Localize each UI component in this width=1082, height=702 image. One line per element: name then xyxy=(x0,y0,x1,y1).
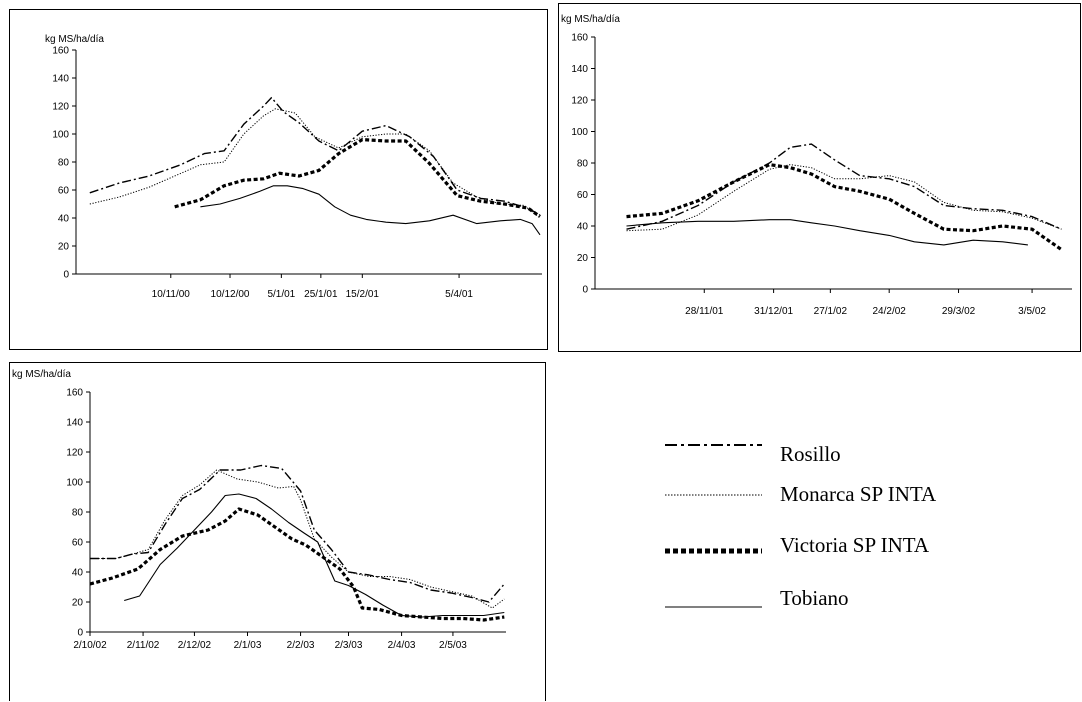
y-tick-label: 160 xyxy=(66,388,83,399)
legend-swatch-victoria xyxy=(665,548,762,554)
series-line-monarca-sp-inta xyxy=(626,164,1062,232)
legend-swatch-tobiano xyxy=(665,606,762,608)
series-line-victoria-sp-inta xyxy=(174,138,541,218)
series-line-rosillo xyxy=(626,143,1062,230)
x-tick-label: 2/12/02 xyxy=(178,640,212,651)
chart-panel-2002-2003: kg MS/ha/día 0 20 40 60 80 100 120 140 160 2/10/02… xyxy=(9,362,546,701)
legend-swatch-monarca xyxy=(665,494,762,496)
x-tick-label: 5/4/01 xyxy=(445,289,473,300)
y-tick-label: 120 xyxy=(52,102,69,113)
y-axis-unit-label: kg MS/ha/día xyxy=(12,369,71,380)
y-tick-label: 120 xyxy=(571,96,588,107)
chart-panel-2001-2002: kg MS/ha/día 0 20 40 60 80 100 120 140 160 28/11/0… xyxy=(558,3,1081,352)
chart-panel-2000-2001: kg MS/ha/día 0 20 40 60 80 100 120 140 160 10/11/0… xyxy=(9,9,548,350)
x-tick-label: 25/1/01 xyxy=(304,289,338,300)
x-tick-label: 15/2/01 xyxy=(346,289,380,300)
y-tick-label: 80 xyxy=(72,508,84,519)
chart-2002-2003: kg MS/ha/día 0 20 40 60 80 100 120 140 160 2/10/02… xyxy=(12,369,506,651)
y-tick-label: 80 xyxy=(58,158,70,169)
series-line-tobiano xyxy=(626,219,1028,246)
y-tick-label: 20 xyxy=(577,253,589,264)
x-tick-label: 2/5/03 xyxy=(439,640,467,651)
y-tick-label: 100 xyxy=(66,478,83,489)
series-line-monarca-sp-inta xyxy=(90,469,505,609)
y-tick-label: 60 xyxy=(577,190,589,201)
y-tick-label: 100 xyxy=(52,130,69,141)
x-tick-label: 24/2/02 xyxy=(872,306,906,317)
x-tick-label: 3/5/02 xyxy=(1018,306,1046,317)
legend-swatch-rosillo xyxy=(665,444,762,446)
x-tick-label: 10/12/00 xyxy=(211,289,250,300)
y-tick-label: 120 xyxy=(66,448,83,459)
legend-label-monarca: Monarca SP INTA xyxy=(780,482,937,506)
legend-item-victoria: Victoria SP INTA xyxy=(600,525,1070,565)
x-tick-label: 28/11/01 xyxy=(685,306,724,317)
y-tick-label: 60 xyxy=(58,186,70,197)
y-axis-unit-label: kg MS/ha/día xyxy=(45,34,104,45)
legend-label-tobiano: Tobiano xyxy=(780,586,849,610)
chart-2000-2001: kg MS/ha/día 0 20 40 60 80 100 120 140 160 10/11/0… xyxy=(45,34,542,300)
y-tick-label: 20 xyxy=(58,242,70,253)
y-tick-label: 20 xyxy=(72,598,84,609)
series-line-monarca-sp-inta xyxy=(89,108,541,219)
series-line-victoria-sp-inta xyxy=(89,507,505,622)
y-tick-label: 40 xyxy=(72,568,84,579)
x-tick-label: 2/4/03 xyxy=(388,640,416,651)
legend-item-monarca: Monarca SP INTA xyxy=(600,470,1070,510)
y-tick-label: 40 xyxy=(577,222,589,233)
x-tick-label: 29/3/02 xyxy=(942,306,976,317)
y-tick-label: 160 xyxy=(52,46,69,57)
series-line-rosillo xyxy=(89,96,541,216)
y-tick-label: 40 xyxy=(58,214,70,225)
series-line-rosillo xyxy=(90,464,505,603)
x-tick-label: 5/1/01 xyxy=(267,289,295,300)
y-tick-label: 160 xyxy=(571,33,588,44)
y-axis-unit-label: kg MS/ha/día xyxy=(561,14,620,25)
x-tick-label: 2/10/02 xyxy=(73,640,107,651)
series-line-victoria-sp-inta xyxy=(626,163,1063,251)
x-tick-label: 27/1/02 xyxy=(814,306,848,317)
x-tick-label: 2/1/03 xyxy=(234,640,262,651)
x-tick-label: 2/3/03 xyxy=(335,640,363,651)
legend-label-victoria: Victoria SP INTA xyxy=(780,533,930,557)
legend-label-rosillo: Rosillo xyxy=(780,442,841,466)
y-tick-label: 0 xyxy=(77,628,83,639)
x-tick-label: 2/2/03 xyxy=(287,640,315,651)
x-tick-label: 10/11/00 xyxy=(152,289,191,300)
y-tick-label: 140 xyxy=(52,74,69,85)
y-tick-label: 60 xyxy=(72,538,84,549)
y-tick-label: 100 xyxy=(571,127,588,138)
y-tick-label: 140 xyxy=(66,418,83,429)
series-line-tobiano xyxy=(200,185,541,236)
chart-2001-2002: kg MS/ha/día 0 20 40 60 80 100 120 140 160 28/11/0… xyxy=(561,14,1072,317)
y-tick-label: 140 xyxy=(571,64,588,75)
series-line-tobiano xyxy=(124,493,505,618)
legend-item-tobiano: Tobiano xyxy=(600,575,1070,615)
y-tick-label: 0 xyxy=(63,270,69,281)
y-tick-label: 80 xyxy=(577,159,589,170)
legend-item-rosillo: Rosillo xyxy=(600,425,1070,466)
x-tick-label: 2/11/02 xyxy=(127,640,160,651)
legend: Rosillo Monarca SP INTA Victoria SP INTA… xyxy=(600,425,1070,625)
y-tick-label: 0 xyxy=(582,285,588,296)
x-tick-label: 31/12/01 xyxy=(754,306,793,317)
